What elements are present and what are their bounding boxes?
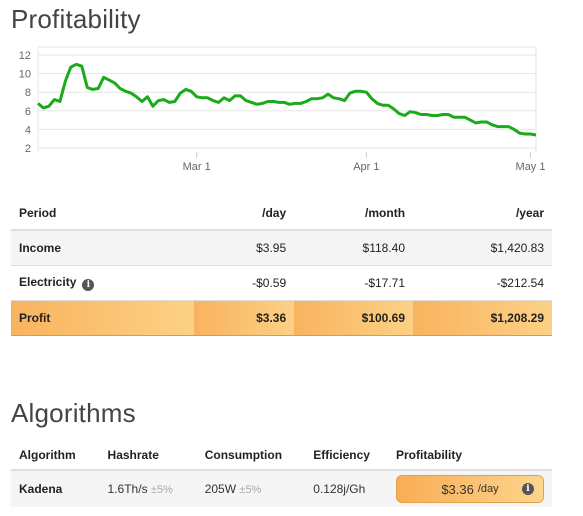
algorithms-table-header: Algorithm Hashrate Consumption Efficienc… bbox=[11, 440, 552, 471]
income-day: $3.95 bbox=[193, 230, 295, 266]
x-tick-label: Apr 1 bbox=[353, 161, 379, 173]
col-day: /day bbox=[193, 197, 295, 231]
income-year: $1,420.83 bbox=[413, 230, 552, 266]
algorithm-name: Kadena bbox=[11, 470, 100, 507]
profitability-title: Profitability bbox=[11, 4, 141, 34]
profitability-badge[interactable]: $3.36 /day i bbox=[396, 475, 544, 503]
profit-month: $100.69 bbox=[294, 300, 414, 336]
electricity-month: -$17.71 bbox=[294, 265, 414, 301]
y-tick-label: 2 bbox=[25, 143, 31, 155]
row-label-cell: Electricity i bbox=[11, 265, 194, 301]
col-algorithm: Algorithm bbox=[11, 440, 100, 471]
col-consumption: Consumption bbox=[196, 440, 306, 471]
x-tick-label: Mar 1 bbox=[183, 161, 211, 173]
algorithms-title: Algorithms bbox=[11, 398, 136, 428]
profit-unit: /day bbox=[477, 483, 499, 495]
profitability-cell: $3.36 /day i bbox=[388, 470, 552, 507]
info-icon[interactable]: i bbox=[522, 483, 534, 495]
y-tick-label: 8 bbox=[25, 87, 31, 99]
hashrate-cell: 1.6Th/s ±5% bbox=[99, 470, 197, 507]
consumption-tolerance: ±5% bbox=[239, 484, 262, 496]
hashrate-value: 1.6Th/s bbox=[107, 482, 148, 496]
electricity-year: -$212.54 bbox=[413, 265, 552, 301]
profit-value: $3.36 bbox=[441, 481, 474, 497]
col-profitability: Profitability bbox=[388, 440, 552, 471]
profit-table: Period /day /month /year Income $3.95 $1… bbox=[11, 197, 552, 336]
chart-y-ticks: 2 4 6 8 10 12 bbox=[19, 50, 31, 155]
profit-day: $3.36 bbox=[193, 300, 295, 336]
y-tick-label: 10 bbox=[19, 69, 31, 81]
consumption-value: 205W bbox=[204, 482, 237, 496]
chart-x-ticks: Mar 1 Apr 1 May 1 bbox=[183, 152, 546, 173]
table-row-income: Income $3.95 $118.40 $1,420.83 bbox=[11, 230, 552, 266]
chart-grid bbox=[37, 46, 537, 152]
col-year: /year bbox=[413, 197, 552, 231]
profitability-chart: 2 4 6 8 10 12 Mar 1 Apr 1 May 1 bbox=[19, 46, 546, 173]
col-efficiency: Efficiency bbox=[305, 440, 388, 471]
y-tick-label: 4 bbox=[25, 124, 31, 136]
profit-year: $1,208.29 bbox=[413, 300, 552, 336]
col-period: Period bbox=[11, 197, 194, 231]
income-month: $118.40 bbox=[294, 230, 414, 266]
consumption-cell: 205W ±5% bbox=[196, 470, 306, 507]
efficiency-value: 0.128j/Gh bbox=[305, 470, 388, 507]
row-label: Income bbox=[11, 230, 194, 266]
table-row-profit: Profit $3.36 $100.69 $1,208.29 bbox=[11, 300, 552, 336]
col-month: /month bbox=[294, 197, 414, 231]
y-tick-label: 12 bbox=[19, 50, 31, 62]
row-label: Electricity bbox=[19, 275, 77, 289]
info-icon[interactable]: i bbox=[82, 279, 95, 291]
profit-table-header: Period /day /month /year bbox=[11, 197, 552, 231]
chart-series-line bbox=[37, 62, 537, 137]
hashrate-tolerance: ±5% bbox=[150, 484, 173, 496]
col-hashrate: Hashrate bbox=[99, 440, 197, 471]
algorithms-table: Algorithm Hashrate Consumption Efficienc… bbox=[11, 440, 552, 507]
y-tick-label: 6 bbox=[25, 106, 31, 118]
row-label: Profit bbox=[11, 300, 194, 336]
table-row-electricity: Electricity i -$0.59 -$17.71 -$212.54 bbox=[11, 265, 552, 301]
x-tick-label: May 1 bbox=[516, 161, 546, 173]
table-row-kadena[interactable]: Kadena 1.6Th/s ±5% 205W ±5% 0.128j/Gh $3… bbox=[11, 470, 552, 507]
electricity-day: -$0.59 bbox=[193, 265, 295, 301]
